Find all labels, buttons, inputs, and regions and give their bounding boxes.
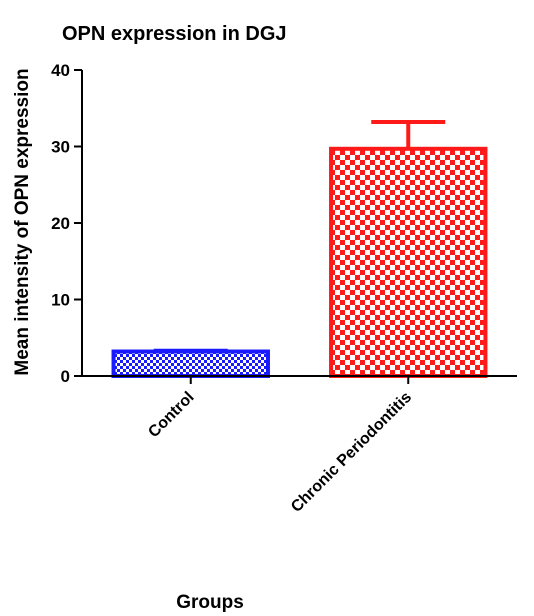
chart-title: OPN expression in DGJ: [62, 23, 287, 45]
y-tick-label: 40: [51, 61, 70, 80]
y-axis: 0 10 20 30 40: [51, 61, 83, 386]
y-tick-label: 30: [51, 138, 70, 157]
y-tick-label: 10: [51, 291, 70, 310]
bars-group: [111, 120, 488, 378]
bar: [111, 349, 270, 378]
y-tick-label: 0: [61, 367, 70, 386]
x-axis-label: Groups: [176, 592, 244, 613]
x-tick-label: Control: [145, 389, 197, 441]
y-axis-label: Mean intensity of OPN expression: [12, 68, 33, 375]
x-axis: Control Chronic Periodontitis: [82, 375, 517, 516]
y-tick-label: 20: [51, 214, 70, 233]
bar: [329, 146, 488, 378]
x-tick-label: Chronic Periodontitis: [288, 389, 415, 516]
